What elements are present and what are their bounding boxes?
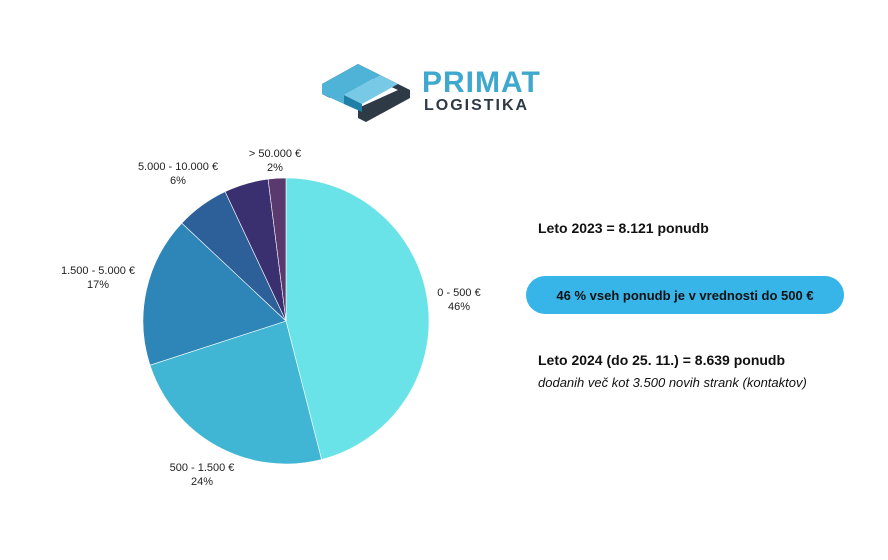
year-2024-stat: Leto 2024 (do 25. 11.) = 8.639 ponudb bbox=[538, 352, 786, 368]
new-clients-note: dodanih več kot 3.500 novih strank (kont… bbox=[538, 375, 807, 390]
pie-slice bbox=[142, 222, 287, 366]
highlight-pill: 46 % vseh ponudb je v vrednosti do 500 € bbox=[526, 276, 844, 314]
logo-logistika-text: LOGISTIKA bbox=[424, 97, 530, 114]
highlight-text: 46 % vseh ponudb je v vrednosti do 500 € bbox=[556, 287, 814, 303]
logo-primat-text: PRIMAT bbox=[422, 66, 541, 99]
slice-percent-label: 46% bbox=[448, 301, 470, 313]
slice-category-label: 0 - 500 € bbox=[437, 287, 480, 299]
slice-percent-label: 2% bbox=[267, 162, 283, 174]
slice-category-label: 500 - 1.500 € bbox=[170, 462, 235, 474]
slice-percent-label: 6% bbox=[170, 175, 186, 187]
slice-percent-label: 17% bbox=[87, 279, 109, 291]
logo-mark-icon bbox=[322, 64, 410, 122]
primat-logistika-logo: PRIMAT LOGISTIKA bbox=[318, 56, 578, 126]
slice-category-label: > 50.000 € bbox=[249, 148, 301, 160]
year-2023-stat: Leto 2023 = 8.121 ponudb bbox=[538, 220, 709, 236]
slice-category-label: 5.000 - 10.000 € bbox=[138, 161, 218, 173]
pie-slice bbox=[149, 320, 322, 465]
slice-percent-label: 24% bbox=[191, 476, 213, 488]
pie-slice bbox=[285, 177, 430, 460]
slice-category-label: 1.500 - 5.000 € bbox=[61, 265, 135, 277]
pie-slice bbox=[267, 177, 287, 322]
